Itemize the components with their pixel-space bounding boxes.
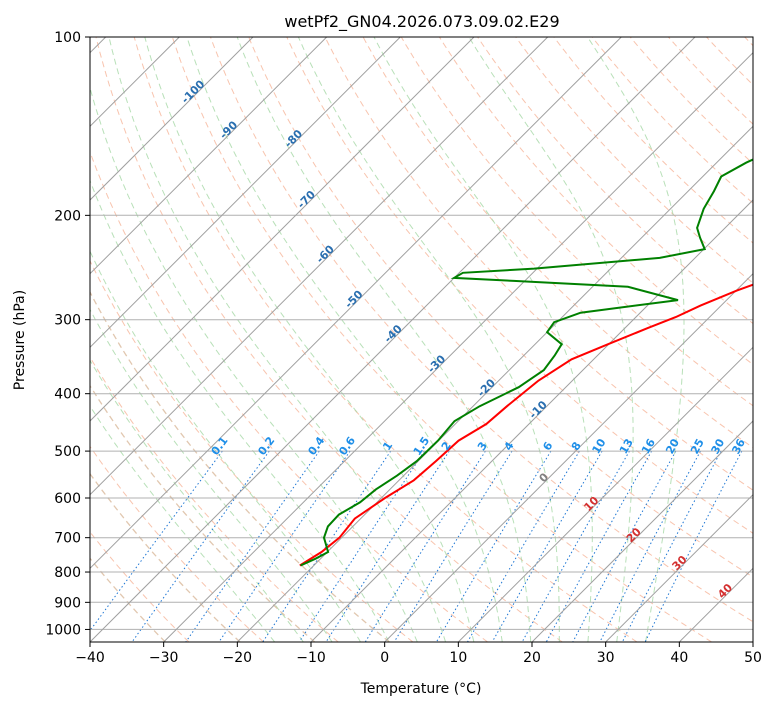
isotherm-line [90,37,401,349]
dry-adiabat-line [90,259,414,642]
isotherm-line [531,420,753,642]
x-tick-label: 20 [523,650,541,666]
mixing-ratio-lines-group [90,450,743,642]
x-tick-label: 10 [449,650,467,666]
moist-adiabat-line [587,37,685,642]
isotherm-gridlines-group [90,37,753,642]
isotherm-line [90,37,622,570]
y-axis-label: Pressure (hPa) [12,290,28,390]
dry-adiabat-line [210,37,753,623]
mixing-ratio-line [644,450,743,642]
isotherm-line [90,37,254,201]
mixing-ratio-label: 36 [729,436,748,456]
x-tick-label: −30 [149,650,179,666]
dry-adiabat-line [133,37,638,642]
isotherm-line [90,37,696,642]
dry-adiabat-line [248,37,753,578]
isotherm-line [90,37,328,275]
mixing-ratio-label: 25 [688,437,707,457]
y-tick-label: 1000 [45,622,81,638]
mixing-ratio-line [90,450,223,632]
mixing-ratio-line [491,450,603,642]
y-tick-label: 400 [54,387,81,403]
profiles-group [299,158,753,567]
isotherm-line [384,272,753,642]
moist-adiabat-line [90,86,418,642]
isotherm-line [310,199,753,642]
dry-adiabat-line [324,37,753,491]
mixing-ratio-line [599,450,701,642]
dry-adiabat-line [400,37,753,407]
isotherm-line [457,346,753,642]
moist-adiabat-line [90,179,390,642]
dry-adiabat-line [95,37,563,642]
adiabats-group [90,37,753,642]
dewpoint-profile-line [300,158,753,567]
mixing-ratio-line [621,450,722,642]
moist-adiabat-line [186,37,503,642]
dry-adiabat-line [171,37,712,642]
isotherm-line [605,493,753,642]
axes-group: −40 −30 −20 −10 0 10 20 30 40 50 100 200 300 400 500 60… [45,30,762,666]
dry-adiabat-line [90,445,264,642]
y-tick-label: 600 [54,491,81,507]
y-tick-label: 500 [54,444,81,460]
y-tick-label: 800 [54,565,81,581]
moist-adiabat-line [144,37,475,642]
moist-adiabat-line [108,37,447,642]
x-tick-label: 30 [597,650,615,666]
mixing-ratio-line [298,450,425,642]
x-tick-label: 0 [380,650,389,666]
isotherm-line [163,51,753,642]
y-tick-label: 300 [54,313,81,329]
plot-frame [89,36,754,643]
mixing-ratio-line [521,450,630,642]
dry-adiabat-cold-line [90,384,316,642]
dry-adiabat-line [515,37,753,284]
isotherm-line [90,37,549,496]
moist-adiabat-line [90,359,304,642]
dry-adiabat-line [591,37,753,204]
isotherm-line [236,125,753,642]
y-tick-label: 900 [54,595,81,611]
mixing-ratio-line [218,450,351,642]
mixing-ratio-line [572,450,677,642]
x-axis-label: Temperature (°C) [360,681,482,697]
mixing-ratio-line [545,450,653,642]
y-tick-label: 100 [54,30,81,46]
dry-adiabat-line [477,37,753,325]
chart-title: wetPf2_GN04.2026.073.09.02.E29 [284,12,559,32]
y-tick-label: 200 [54,208,81,224]
isobar-gridlines-group [90,37,753,630]
x-tick-label: −10 [296,650,326,666]
isotherm-line [90,37,475,422]
x-tick-label: −40 [75,650,105,666]
y-tick-label: 700 [54,531,81,547]
x-tick-label: 50 [744,650,762,666]
temperature-profile-line [299,283,753,567]
moist-adiabat-line [90,308,333,642]
dry-adiabat-line [629,37,753,165]
x-tick-label: 40 [670,650,688,666]
moist-adiabat-line [90,405,276,642]
dry-adiabat-cold-line [90,290,390,642]
x-tick-label: −20 [223,650,253,666]
mixing-ratio-line [185,450,320,642]
mixing-ratio-line [262,450,392,642]
